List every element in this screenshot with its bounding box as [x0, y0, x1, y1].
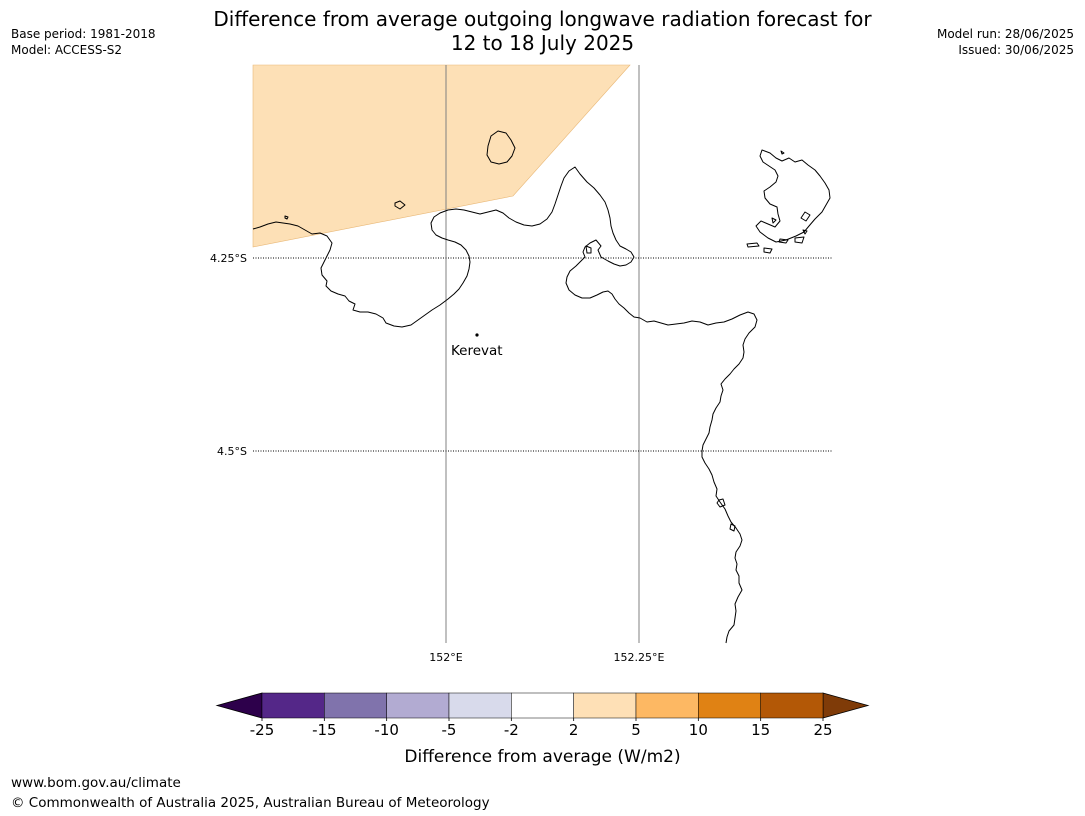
colorbar-over-arrow: [822, 692, 870, 719]
coastline-main: [252, 166, 758, 644]
colorbar-label: Difference from average (W/m2): [404, 747, 680, 767]
colorbar-segment: [386, 692, 450, 719]
colorbar-tick-label: -25: [250, 721, 275, 739]
lat-label-4-5s: 4.5°S: [217, 445, 247, 458]
colorbar: -25 -15 -10 -5 -2 2 5 10 15 25: [215, 692, 870, 739]
lon-label-152e: 152°E: [429, 651, 462, 664]
colorbar-tick-label: -2: [504, 721, 519, 739]
islet-3: [585, 245, 592, 254]
anomaly-region: [252, 64, 631, 248]
footer-url[interactable]: www.bom.gov.au/climate: [11, 775, 181, 791]
kerevat-marker: [475, 333, 479, 337]
islet-ne-1: [800, 211, 811, 222]
islet-ne-4: [794, 236, 805, 244]
islet-ne-7: [802, 229, 808, 235]
island-north: [486, 130, 516, 165]
colorbar-under-arrow: [215, 692, 263, 719]
title-line-2: 12 to 18 July 2025: [450, 31, 635, 55]
islet-ne-8: [780, 150, 785, 155]
colorbar-tick-label: 25: [813, 721, 832, 739]
islet-ne-5: [746, 242, 760, 248]
islet-se-1: [716, 498, 726, 508]
colorbar-segment: [511, 692, 574, 719]
meta-left: Base period: 1981-2018 Model: ACCESS-S2: [11, 26, 156, 58]
footer-copyright: © Commonwealth of Australia 2025, Austra…: [11, 795, 490, 811]
title-line-1: Difference from average outgoing longwav…: [213, 7, 872, 31]
islet-se-2: [729, 523, 736, 532]
colorbar-segment: [760, 692, 824, 719]
lat-label-4-25s: 4.25°S: [210, 252, 247, 265]
issued-date: Issued: 30/06/2025: [958, 43, 1074, 57]
colorbar-segment: [573, 692, 637, 719]
islet-ne-2: [771, 217, 777, 224]
colorbar-tick-label: 5: [631, 721, 641, 739]
islet-1: [394, 200, 406, 210]
colorbar-segment: [635, 692, 699, 719]
colorbar-segment: [448, 692, 512, 719]
lon-label-152-25e: 152.25°E: [614, 651, 665, 664]
base-period: Base period: 1981-2018: [11, 27, 156, 41]
colorbar-segment: [698, 692, 761, 719]
meta-right: Model run: 28/06/2025 Issued: 30/06/2025: [937, 26, 1074, 58]
islet-2: [284, 215, 289, 220]
colorbar-tick-label: -5: [442, 721, 457, 739]
islet-ne-3: [778, 238, 789, 244]
islet-ne-6: [763, 247, 773, 254]
colorbar-tick-label: -15: [312, 721, 337, 739]
model-name: Model: ACCESS-S2: [11, 43, 123, 57]
kerevat-label: Kerevat: [451, 343, 503, 359]
model-run: Model run: 28/06/2025: [936, 27, 1074, 41]
colorbar-tick-label: 10: [689, 721, 708, 739]
colorbar-tick-label: 2: [569, 721, 579, 739]
island-ne: [755, 149, 831, 243]
colorbar-segment: [261, 692, 325, 719]
colorbar-segment: [324, 692, 387, 719]
map-title: Difference from average outgoing longwav…: [0, 7, 1085, 55]
colorbar-tick-label: -10: [374, 721, 399, 739]
colorbar-tick-label: 15: [751, 721, 770, 739]
